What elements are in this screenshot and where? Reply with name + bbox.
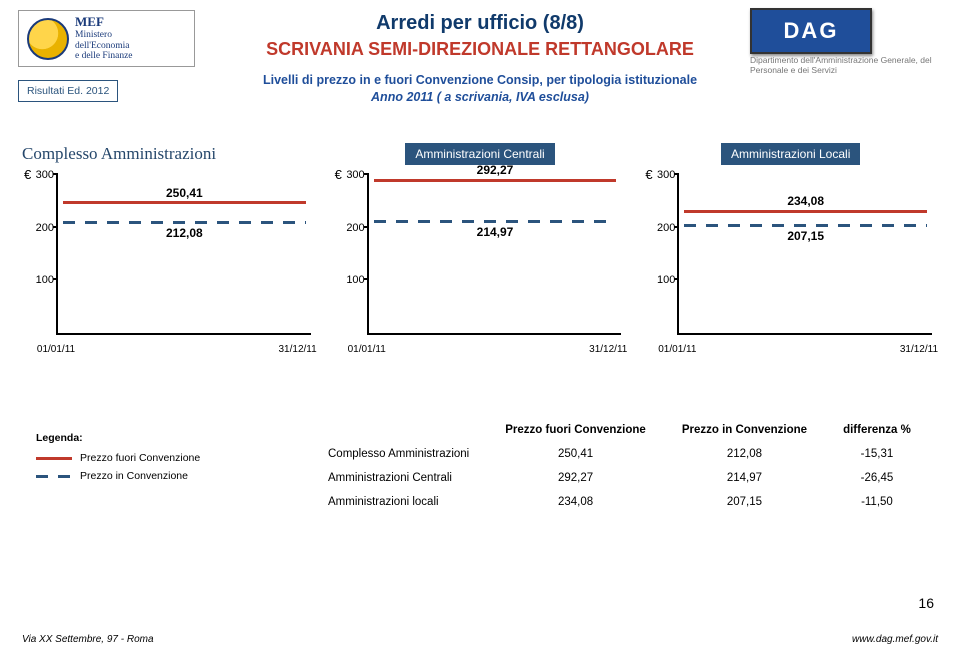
y-tick-label: 100	[651, 274, 675, 286]
chart-0: €100200300250,41212,0801/01/1131/12/11	[22, 175, 317, 355]
y-tick-label: 100	[341, 274, 365, 286]
table-cell: 212,08	[664, 442, 825, 466]
table-cell: -11,50	[825, 490, 929, 514]
y-tick-mark	[53, 278, 58, 280]
chart-title-0: Complesso Amministrazioni	[22, 144, 216, 164]
y-tick-label: 100	[30, 274, 54, 286]
footer-right: www.dag.mef.gov.it	[852, 634, 938, 645]
chart-caption-2: Anno 2011 ( a scrivania, IVA esclusa)	[230, 90, 730, 104]
series-in	[374, 220, 617, 223]
y-tick-label: 300	[30, 169, 54, 181]
mef-line3: e delle Finanze	[75, 51, 133, 62]
x-label-end: 31/12/11	[278, 344, 316, 355]
x-label-start: 01/01/11	[37, 344, 75, 355]
mef-initials: MEF	[75, 14, 104, 29]
table-cell: -26,45	[825, 466, 929, 490]
chart-2: €100200300234,08207,1501/01/1131/12/11	[643, 175, 938, 355]
x-label-start: 01/01/11	[658, 344, 696, 355]
series-in	[684, 224, 927, 227]
legend-label-in: Prezzo in Convenzione	[80, 468, 188, 486]
chart-title-1: Amministrazioni Centrali	[405, 143, 554, 165]
mef-emblem	[27, 18, 69, 60]
legend-row-in: Prezzo in Convenzione	[36, 468, 200, 486]
table-row: Amministrazioni Centrali292,27214,97-26,…	[310, 466, 929, 490]
plot-area: 100200300292,27214,97	[367, 175, 622, 335]
edition-box: Risultati Ed. 2012	[18, 80, 118, 102]
table-row: Amministrazioni locali234,08207,15-11,50	[310, 490, 929, 514]
table-row-label: Amministrazioni locali	[310, 490, 487, 514]
page-number: 16	[918, 595, 934, 611]
y-tick-label: 200	[651, 222, 675, 234]
table-cell: 207,15	[664, 490, 825, 514]
mef-line1: Ministero	[75, 30, 133, 41]
y-tick-label: 200	[341, 222, 365, 234]
y-tick-label: 300	[341, 169, 365, 181]
table-header: Prezzo in Convenzione	[664, 418, 825, 442]
value-label-fuori: 250,41	[166, 186, 203, 200]
chart-header-2: Amministrazioni Locali	[643, 140, 938, 168]
table-row-label: Complesso Amministrazioni	[310, 442, 487, 466]
mef-line2: dell'Economia	[75, 41, 133, 52]
table-row-label: Amministrazioni Centrali	[310, 466, 487, 490]
value-label-fuori: 292,27	[477, 163, 514, 177]
legend-swatch-in	[36, 475, 72, 478]
legend-row-fuori: Prezzo fuori Convenzione	[36, 450, 200, 468]
footer-left: Via XX Settembre, 97 - Roma	[22, 634, 154, 645]
table-cell: 214,97	[664, 466, 825, 490]
series-fuori	[684, 210, 927, 213]
series-in	[63, 221, 306, 224]
series-fuori	[63, 201, 306, 204]
x-label-end: 31/12/11	[900, 344, 938, 355]
y-tick-mark	[674, 173, 679, 175]
dag-logo: DAG Dipartimento dell'Amministrazione Ge…	[750, 8, 940, 76]
legend-title: Legenda:	[36, 430, 200, 448]
table-cell: 234,08	[487, 490, 664, 514]
y-tick-mark	[674, 226, 679, 228]
series-fuori	[374, 179, 617, 182]
plot-area: 100200300234,08207,15	[677, 175, 932, 335]
summary-table: Prezzo fuori ConvenzionePrezzo in Conven…	[310, 418, 929, 514]
chart-title-2: Amministrazioni Locali	[721, 143, 860, 165]
y-tick-label: 200	[30, 222, 54, 234]
dag-subtitle: Dipartimento dell'Amministrazione Genera…	[750, 56, 940, 76]
legend-label-fuori: Prezzo fuori Convenzione	[80, 450, 200, 468]
value-label-in: 207,15	[787, 229, 824, 243]
value-label-in: 212,08	[166, 226, 203, 240]
table-header	[310, 418, 487, 442]
table-cell: -15,31	[825, 442, 929, 466]
x-label-end: 31/12/11	[589, 344, 627, 355]
y-tick-mark	[364, 226, 369, 228]
page-title: Arredi per ufficio (8/8)	[230, 12, 730, 35]
dag-badge: DAG	[750, 8, 872, 54]
y-tick-mark	[364, 278, 369, 280]
value-label-in: 214,97	[477, 225, 514, 239]
table-cell: 292,27	[487, 466, 664, 490]
y-tick-mark	[53, 226, 58, 228]
mef-logo: MEF Ministero dell'Economia e delle Fina…	[18, 10, 195, 67]
y-tick-mark	[53, 173, 58, 175]
table-header: differenza %	[825, 418, 929, 442]
table-header: Prezzo fuori Convenzione	[487, 418, 664, 442]
title-block: Arredi per ufficio (8/8) SCRIVANIA SEMI-…	[230, 12, 730, 60]
chart-header-0: Complesso Amministrazioni	[22, 140, 317, 168]
x-label-start: 01/01/11	[348, 344, 386, 355]
table-row: Complesso Amministrazioni250,41212,08-15…	[310, 442, 929, 466]
charts-row: €100200300250,41212,0801/01/1131/12/11€1…	[22, 175, 938, 355]
legend-swatch-fuori	[36, 457, 72, 460]
chart-caption-1: Livelli di prezzo in e fuori Convenzione…	[230, 73, 730, 87]
mef-text: MEF Ministero dell'Economia e delle Fina…	[75, 15, 133, 63]
value-label-fuori: 234,08	[787, 194, 824, 208]
y-tick-mark	[674, 278, 679, 280]
chart-1: €100200300292,27214,9701/01/1131/12/11	[333, 175, 628, 355]
y-tick-label: 300	[651, 169, 675, 181]
table-cell: 250,41	[487, 442, 664, 466]
y-tick-mark	[364, 173, 369, 175]
legend: Legenda: Prezzo fuori Convenzione Prezzo…	[36, 430, 200, 486]
plot-area: 100200300250,41212,08	[56, 175, 311, 335]
page-subtitle: SCRIVANIA SEMI-DIREZIONALE RETTANGOLARE	[230, 39, 730, 60]
